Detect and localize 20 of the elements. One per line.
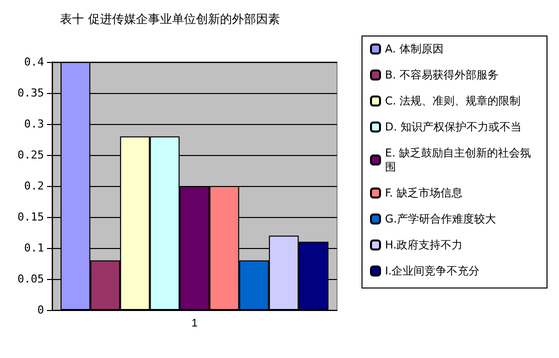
y-tick-label: 0	[37, 304, 44, 316]
y-tick-label: 0.15	[18, 210, 44, 224]
y-tick-label: 0.25	[18, 148, 44, 162]
y-tick-label: 0.05	[18, 272, 44, 286]
legend-label: C. 法规、准则、规章的限制	[385, 94, 521, 108]
legend-label: B. 不容易获得外部服务	[385, 68, 499, 82]
legend-label: I.企业间竞争不充分	[385, 264, 480, 278]
y-tick-label: 0.3	[24, 118, 44, 130]
legend-label: D. 知识产权保护不力或不当	[385, 120, 522, 134]
y-tick-label: 0.2	[24, 180, 44, 192]
legend-label: H.政府支持不力	[385, 238, 463, 252]
legend-label: A. 体制原因	[385, 42, 444, 56]
chart-title: 表十 促进传媒企事业单位创新的外部因素	[60, 12, 280, 26]
y-tick-label: 0.35	[18, 86, 44, 100]
x-tick-label: 1	[191, 318, 198, 330]
y-tick-label: 0.1	[24, 242, 44, 254]
legend-label: F. 缺乏市场信息	[385, 186, 463, 200]
legend-label: E. 缺乏鼓励自主创新的社会氛围	[385, 146, 531, 174]
y-tick-label: 0.4	[24, 56, 44, 68]
legend-label: G.产学研合作难度较大	[385, 212, 496, 226]
